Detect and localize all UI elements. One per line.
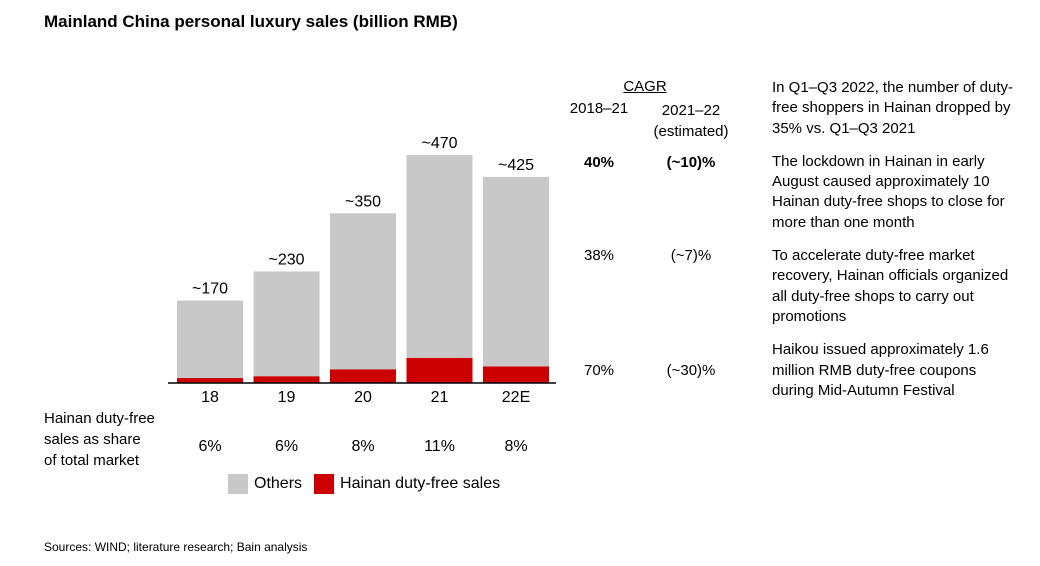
cagr-total-2018-21: 40% <box>583 154 615 171</box>
share-row-label-line1: Hainan duty-free <box>44 410 155 427</box>
bar-hainan-18 <box>177 378 243 383</box>
total-label-18: ~170 <box>192 281 228 298</box>
total-label-21: ~470 <box>421 135 457 152</box>
total-label-19: ~230 <box>268 251 304 268</box>
share-value-22e: 8% <box>504 438 527 455</box>
legend: Others Hainan duty-free sales <box>228 474 512 494</box>
chart-title: Mainland China personal luxury sales (bi… <box>44 12 458 31</box>
cagr-others-2018-21: 38% <box>583 247 615 264</box>
category-label-21: 21 <box>431 389 449 406</box>
note-promotions: To accelerate duty-free market recovery,… <box>772 247 1009 325</box>
cagr-header-2021-22: 2021–22 (estimated) <box>646 100 736 142</box>
note-lockdown: The lockdown in Hainan in early August c… <box>772 152 1005 231</box>
legend-label-others: Others <box>254 475 303 492</box>
cagr-others-2021-22: (~7)% <box>670 247 712 264</box>
bar-hainan-19 <box>253 376 320 383</box>
cagr-header-2021-22-line1: 2021–22 <box>661 102 721 119</box>
share-row-label: Hainan duty-free sales as share of total… <box>44 408 194 471</box>
share-value-18: 6% <box>198 438 221 455</box>
category-label-18: 18 <box>201 389 219 406</box>
notes-panel: In Q1–Q3 2022, the number of duty-free s… <box>772 78 1022 414</box>
total-label-20: ~350 <box>345 193 381 210</box>
cagr-header-2021-22-line2: (estimated) <box>653 123 729 140</box>
bar-hainan-21 <box>406 357 473 383</box>
bar-others-20 <box>330 213 396 370</box>
share-value-20: 8% <box>351 438 374 455</box>
share-row-label-line3: of total market <box>44 452 140 469</box>
source-note: Sources: WIND; literature research; Bain… <box>44 540 308 554</box>
legend-swatch-others <box>228 474 248 494</box>
cagr-title: CAGR <box>623 78 667 95</box>
bar-others-21 <box>406 155 473 358</box>
note-coupons: Haikou issued approximately 1.6 million … <box>772 341 989 399</box>
legend-swatch-hainan <box>314 474 335 494</box>
category-label-19: 19 <box>278 389 296 406</box>
bar-others-22e <box>483 176 549 367</box>
cagr-total-2021-22: (~10)% <box>666 154 716 171</box>
category-label-22e: 22E <box>502 389 530 406</box>
share-value-21: 11% <box>424 438 455 455</box>
bar-hainan-22e <box>483 366 549 383</box>
bar-others-18 <box>177 300 243 379</box>
category-label-20: 20 <box>354 389 372 406</box>
cagr-hainan-2018-21: 70% <box>583 362 615 379</box>
legend-label-hainan: Hainan duty-free sales <box>340 475 501 492</box>
bar-hainan-20 <box>330 369 396 383</box>
cagr-hainan-2021-22: (~30)% <box>666 362 716 379</box>
cagr-header-2018-21: 2018–21 <box>569 100 629 117</box>
legend-item-others: Others <box>228 474 302 494</box>
share-value-19: 6% <box>275 438 298 455</box>
legend-item-hainan: Hainan duty-free sales <box>314 474 500 494</box>
note-shoppers: In Q1–Q3 2022, the number of duty-free s… <box>772 79 1013 137</box>
total-label-22e: ~425 <box>498 157 534 174</box>
bar-others-19 <box>253 271 320 377</box>
share-row-label-line2: sales as share <box>44 431 141 448</box>
